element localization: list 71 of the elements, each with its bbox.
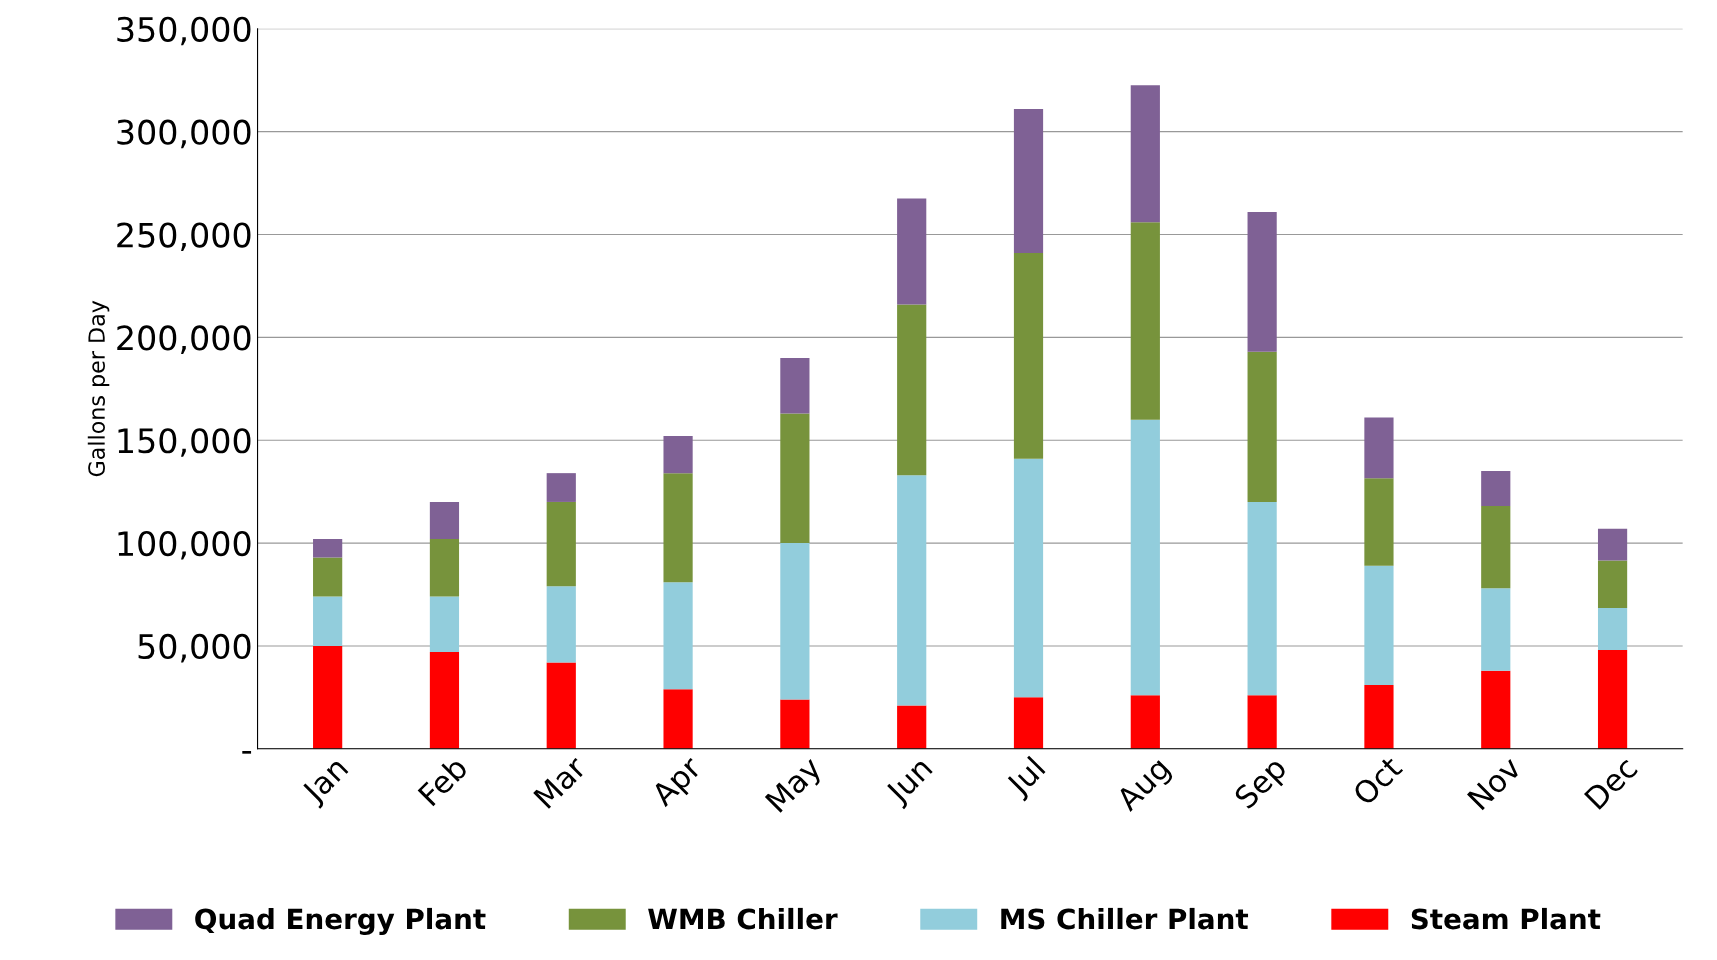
bar	[897, 705, 927, 749]
bar	[1130, 419, 1160, 696]
y-tick-label: 300,000	[117, 119, 251, 149]
bar	[429, 538, 460, 597]
y-tick-label: -	[242, 751, 252, 754]
legend-label: MS Chiller Plant	[1001, 907, 1249, 930]
bar	[1597, 528, 1628, 561]
x-tick-label: Nov	[1467, 754, 1523, 811]
bar	[1247, 501, 1277, 696]
x-tick-label: Mar	[533, 754, 588, 810]
bar	[1130, 695, 1160, 749]
bar	[897, 198, 927, 305]
bar	[429, 596, 460, 653]
y-tick-label: 150,000	[118, 428, 251, 457]
bar	[780, 413, 810, 544]
x-tick-label: Oct	[1351, 754, 1404, 807]
bar	[780, 699, 810, 749]
x-tick-label: Dec	[1584, 755, 1639, 811]
bar	[429, 501, 460, 539]
bar	[1481, 506, 1511, 589]
bar	[1364, 417, 1394, 479]
bar	[1364, 478, 1394, 566]
bar	[780, 543, 810, 700]
y-tick-label: 200,000	[117, 325, 251, 354]
bar	[1247, 351, 1277, 502]
bar	[546, 662, 576, 749]
y-axis-title: Gallons per Day	[87, 300, 110, 477]
bar	[1597, 560, 1628, 608]
legend-label: Quad Energy Plant	[195, 907, 486, 935]
legend-label: WMB Chiller	[648, 907, 838, 930]
bar	[897, 475, 927, 706]
bar	[313, 538, 343, 558]
bar	[1481, 588, 1511, 671]
bar	[546, 586, 576, 663]
bar	[1597, 607, 1628, 651]
bar	[1013, 697, 1044, 749]
bar	[1364, 685, 1394, 749]
bar	[1013, 109, 1044, 254]
bar	[429, 652, 460, 749]
bar	[663, 473, 693, 583]
bar	[1364, 565, 1394, 686]
x-tick-label: Apr	[649, 754, 708, 812]
bar	[313, 557, 343, 597]
bar	[663, 582, 693, 690]
bar	[1130, 85, 1160, 223]
bar	[1597, 650, 1628, 749]
y-tick-label: 350,000	[117, 16, 251, 46]
bar	[1013, 253, 1044, 459]
bar	[546, 501, 576, 587]
y-tick-label: 100,000	[118, 531, 251, 560]
bar	[1013, 458, 1044, 698]
bar	[1481, 670, 1511, 749]
legend-label: Steam Plant	[1411, 907, 1601, 930]
y-tick-label: 50,000	[138, 633, 251, 663]
x-tick-label: Feb	[416, 754, 469, 807]
bar	[1247, 211, 1277, 352]
bar	[1481, 471, 1511, 507]
bar	[546, 473, 576, 502]
bar	[663, 436, 693, 474]
bar	[663, 689, 693, 749]
y-tick-label: 250,000	[117, 222, 251, 252]
bar	[1247, 695, 1277, 749]
x-tick-label: Jan	[300, 756, 353, 809]
bar	[313, 596, 343, 646]
x-tick-label: Jun	[883, 756, 938, 810]
x-tick-label: Sep	[1233, 755, 1292, 814]
bar	[313, 645, 343, 749]
bar	[780, 357, 810, 414]
bar	[1130, 222, 1160, 420]
x-tick-label: Jul	[1003, 755, 1050, 802]
bar	[897, 304, 927, 476]
